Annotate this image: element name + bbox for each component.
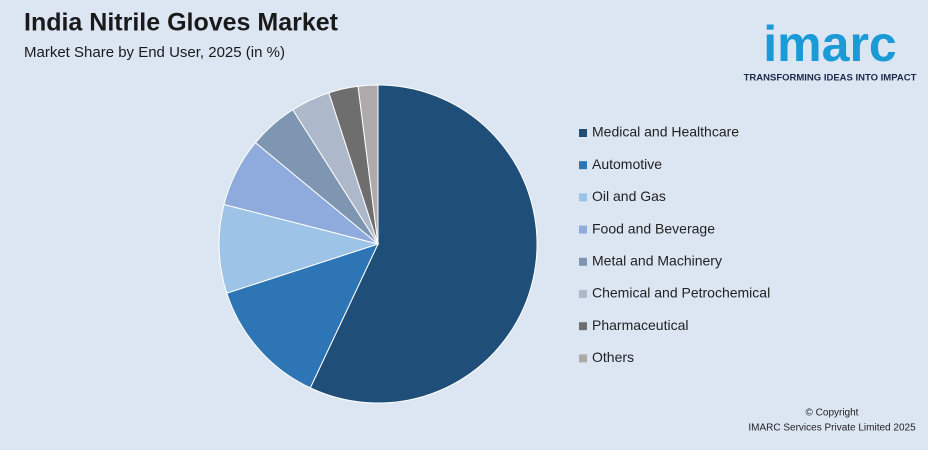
pie-slice <box>226 243 379 389</box>
tagline: TRANSFORMING IDEAS INTO IMPACT <box>744 73 917 84</box>
copyright: © Copyright <box>806 408 859 419</box>
pie-slice <box>357 84 379 245</box>
pie-slice <box>309 84 538 404</box>
legend-label: Oil and Gas <box>592 188 666 204</box>
legend-swatch <box>579 225 587 234</box>
legend-label: Food and Beverage <box>592 220 715 236</box>
legend-label: Pharmaceutical <box>592 317 689 333</box>
company: IMARC Services Private Limited 2025 <box>748 423 916 434</box>
legend-swatch <box>579 257 587 266</box>
legend-swatch <box>579 322 587 331</box>
legend-swatch <box>579 290 587 298</box>
pie-slice <box>218 203 380 294</box>
legend-swatch <box>579 161 587 170</box>
legend-label: Others <box>592 349 634 365</box>
legend-label: Metal and Machinery <box>592 253 722 269</box>
legend-swatch <box>579 193 587 202</box>
legend-swatch <box>579 354 587 363</box>
legend-label: Automotive <box>592 156 662 172</box>
legend-label: Chemical and Petrochemical <box>592 285 770 301</box>
chart-title: India Nitrile Gloves Market <box>24 9 339 37</box>
legend-label: Medical and Healthcare <box>592 124 739 140</box>
logo: imarc <box>763 16 896 72</box>
legend-swatch <box>579 129 587 137</box>
chart-subtitle: Market Share by End User, 2025 (in %) <box>24 44 285 61</box>
